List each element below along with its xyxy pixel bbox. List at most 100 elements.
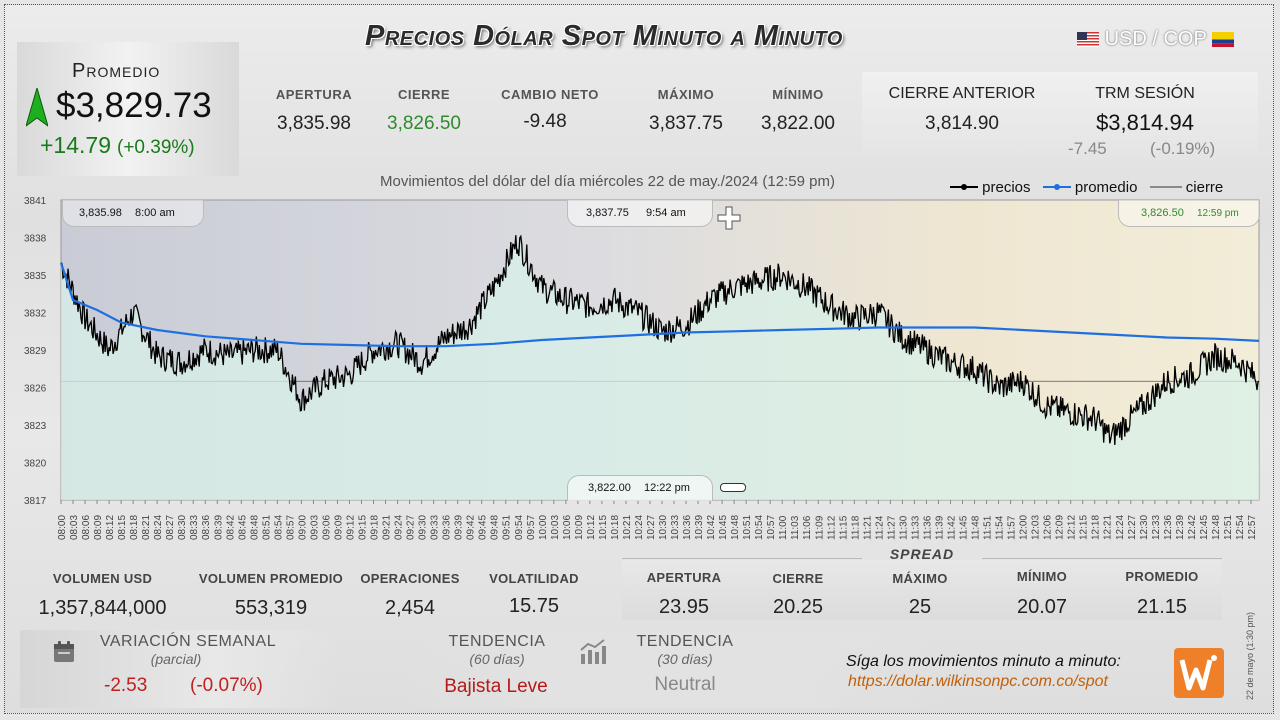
x-tick-label: 12:18 <box>1091 515 1102 540</box>
x-tick-label: 10:42 <box>706 515 717 540</box>
x-tick-label: 10:36 <box>682 515 693 540</box>
x-tick-label: 11:48 <box>971 515 982 540</box>
y-tick-label: 3841 <box>24 196 47 207</box>
spread-promedio-value: 21.15 <box>1136 596 1188 618</box>
x-tick-label: 12:51 <box>1223 515 1234 540</box>
spread-panel <box>622 560 1222 620</box>
y-tick-label: 3817 <box>24 496 47 507</box>
legend-cierre-swatch <box>1149 186 1182 188</box>
spread-maximo-value: 25 <box>908 596 932 618</box>
x-tick-label: 10:24 <box>634 515 645 540</box>
volumen-usd-value: 1,357,844,000 <box>38 597 167 619</box>
spread-cierre-value: 20.25 <box>772 596 824 618</box>
crosshair-icon[interactable] <box>716 205 742 231</box>
x-tick-label: 12:27 <box>1127 515 1138 540</box>
scroll-handle[interactable] <box>720 483 746 492</box>
x-tick-label: 11:18 <box>850 515 861 540</box>
spread-title: SPREAD <box>889 546 955 562</box>
x-tick-label: 09:00 <box>297 515 308 540</box>
x-tick-label: 10:30 <box>658 515 669 540</box>
promedio-line <box>59 262 1260 348</box>
x-tick-label: 10:06 <box>562 515 573 540</box>
x-tick-label: 09:54 <box>514 515 525 540</box>
tendencia30-label: TENDENCIA <box>636 633 734 650</box>
x-tick-label: 12:21 <box>1103 515 1114 540</box>
x-tick-label: 08:12 <box>105 515 116 540</box>
x-tick-label: 12:39 <box>1175 515 1186 540</box>
x-tick-label: 11:39 <box>934 515 945 540</box>
x-tick-label: 10:00 <box>538 515 549 540</box>
x-tick-label: 10:12 <box>586 515 597 540</box>
x-tick-label: 12:45 <box>1199 515 1210 540</box>
wilkinsonpc-logo[interactable] <box>1174 648 1224 698</box>
x-tick-label: 09:12 <box>345 515 356 540</box>
trm-change: -7.45 <box>1068 139 1107 158</box>
side-note: 22 de mayo (1:30 pm) <box>1245 611 1255 700</box>
x-tick-label: 09:03 <box>309 515 320 540</box>
x-tick-label: 11:42 <box>946 515 957 540</box>
x-tick-label: 10:45 <box>718 515 729 540</box>
x-tick-label: 09:06 <box>321 515 332 540</box>
variacion-sub: (parcial) <box>150 651 202 667</box>
legend-promedio-swatch <box>1042 184 1071 190</box>
trm-label: TRM SESIÓN <box>1095 85 1195 102</box>
x-tick-label: 10:57 <box>766 515 777 540</box>
x-tick-label: 11:03 <box>790 515 801 540</box>
spread-minimo-label: MÍNIMO <box>1016 569 1068 584</box>
x-tick-label: 09:27 <box>406 515 417 540</box>
trm-change-pct: (-0.19%) <box>1150 139 1216 158</box>
x-tick-label: 08:33 <box>189 515 200 540</box>
legend-precios: precios <box>982 179 1031 196</box>
x-tick-label: 12:12 <box>1067 515 1078 540</box>
trend-chart-icon <box>580 639 606 664</box>
callout-min: 3,822.00 12:22 pm <box>567 475 713 501</box>
x-tick-label: 08:24 <box>153 515 164 540</box>
x-tick-label: 09:21 <box>382 515 393 540</box>
x-tick-label: 12:03 <box>1031 515 1042 540</box>
us-flag-icon <box>1077 32 1099 47</box>
x-tick-label: 11:24 <box>874 515 885 540</box>
spread-rule-right <box>982 558 1222 559</box>
y-tick-label: 3832 <box>24 309 47 320</box>
x-tick-label: 08:39 <box>213 515 224 540</box>
x-tick-label: 10:09 <box>574 515 585 540</box>
x-tick-label: 12:36 <box>1163 515 1174 540</box>
x-tick-label: 09:51 <box>502 515 513 540</box>
x-tick-label: 11:15 <box>838 515 849 540</box>
callout-max-time: 9:54 am <box>646 207 686 219</box>
promedio-price: $3,829.73 <box>56 86 212 125</box>
operaciones-label: OPERACIONES <box>360 571 460 586</box>
x-tick-label: 08:45 <box>237 515 248 540</box>
x-tick-label: 09:24 <box>394 515 405 540</box>
x-tick-label: 08:51 <box>261 515 272 540</box>
chart-subtitle: Movimientos del dólar del día miércoles … <box>380 173 835 190</box>
x-tick-label: 12:15 <box>1079 515 1090 540</box>
x-tick-label: 08:06 <box>81 515 92 540</box>
tendencia60-sub: (60 días) <box>469 651 525 667</box>
x-tick-label: 08:48 <box>249 515 260 540</box>
y-tick-label: 3835 <box>24 271 47 282</box>
x-tick-label: 12:00 <box>1019 515 1030 540</box>
x-tick-label: 10:21 <box>622 515 633 540</box>
x-tick-label: 10:51 <box>742 515 753 540</box>
variacion-value: -2.53 <box>104 675 148 696</box>
promedio-change: +14.79 (+0.39%) <box>40 132 195 159</box>
x-tick-label: 09:45 <box>478 515 489 540</box>
price-chart[interactable]: 3817 3820 3823 3826 3829 3832 3835 3838 3841 08:0… <box>0 195 1280 555</box>
page-title: Precios Dólar Spot Minuto a Minuto <box>365 20 843 52</box>
promo-text: Síga los movimientos minuto a minuto: <box>846 653 1121 670</box>
stat-minimo-label: MÍNIMO <box>772 87 824 102</box>
trm-value: $3,814.94 <box>1096 110 1194 135</box>
spread-cierre-label: CIERRE <box>772 571 824 586</box>
x-tick-label: 12:54 <box>1235 515 1246 540</box>
promo-url[interactable]: https://dolar.wilkinsonpc.com.co/spot <box>848 673 1108 690</box>
precios-line <box>60 234 1260 446</box>
callout-open-price: 3,835.98 <box>79 207 122 219</box>
x-tick-label: 12:42 <box>1187 515 1198 540</box>
stat-maximo-value: 3,837.75 <box>649 113 723 134</box>
callout-close-price: 3,826.50 <box>1141 207 1184 219</box>
x-tick-label: 12:33 <box>1151 515 1162 540</box>
pair-label: USD / COP <box>1104 28 1207 50</box>
x-tick-label: 09:30 <box>418 515 429 540</box>
x-tick-label: 11:21 <box>862 515 873 540</box>
